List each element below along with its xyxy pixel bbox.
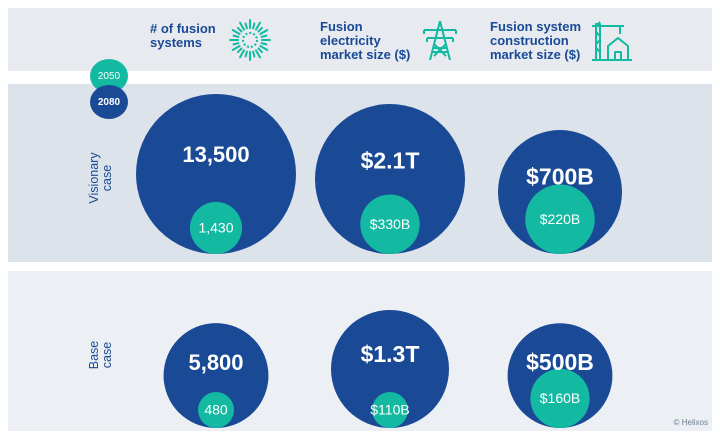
- label-2050: 480: [204, 402, 228, 418]
- crane-building-icon: [592, 21, 632, 61]
- header-construction-market: Fusion system construction market size (…: [490, 19, 582, 62]
- label-2080: 13,500: [182, 142, 249, 167]
- bubble-2050: [372, 392, 408, 428]
- label-2050: 1,430: [198, 220, 233, 236]
- bubble-2050: [198, 392, 234, 428]
- label-2080: $2.1T: [361, 148, 420, 174]
- power-tower-icon: [423, 20, 457, 61]
- label-2050: $110B: [370, 402, 409, 418]
- bubble-2050: [189, 201, 243, 254]
- label-2050: $330B: [370, 216, 410, 232]
- credit-text: © Helixos: [673, 418, 708, 427]
- bubble-2080: [163, 323, 269, 428]
- label-2050: $220B: [540, 211, 580, 227]
- bubble-2080: [315, 104, 465, 254]
- bubble-2050: [525, 184, 595, 254]
- legend-2080: 2080: [90, 85, 128, 119]
- label-2050: $160B: [540, 390, 580, 406]
- bubble-2050: [360, 194, 420, 254]
- label-2080: $700B: [526, 163, 594, 189]
- bubble-2080: [330, 309, 450, 429]
- header-electricity-market: Fusion electricity market size ($): [320, 19, 411, 62]
- label-2080: 5,800: [188, 350, 243, 375]
- bubble-2050: [530, 368, 590, 428]
- bubble-2080: [136, 94, 296, 254]
- fusion-burst-icon: [229, 19, 271, 61]
- header-fusion-systems: # of fusion systems: [150, 21, 216, 50]
- label-2080: $1.3T: [361, 341, 420, 367]
- label-2080: $500B: [526, 349, 594, 375]
